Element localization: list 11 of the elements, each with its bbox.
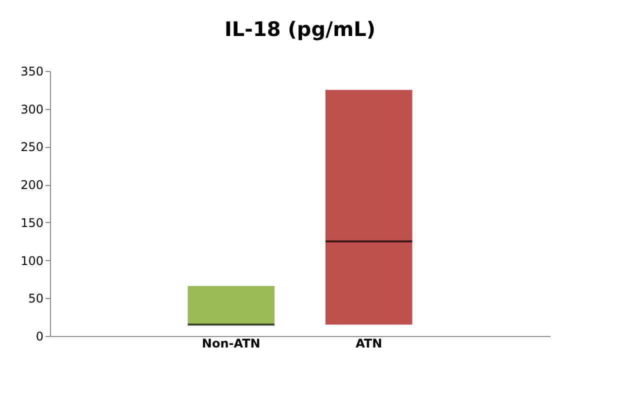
y-tick-label: 150 (20, 216, 44, 230)
x-tick-label: Non-ATN (202, 336, 260, 350)
y-tick-label: 50 (28, 292, 44, 306)
y-tick-label: 200 (20, 178, 44, 192)
y-tick-label: 300 (20, 102, 44, 116)
y-tick-label: 350 (20, 64, 44, 78)
x-tick-label: ATN (356, 336, 382, 350)
y-tick-label: 0 (36, 330, 44, 344)
y-tick-label: 250 (20, 140, 44, 154)
chart-title: IL-18 (pg/mL) (224, 17, 376, 41)
y-tick-label: 100 (20, 254, 44, 268)
